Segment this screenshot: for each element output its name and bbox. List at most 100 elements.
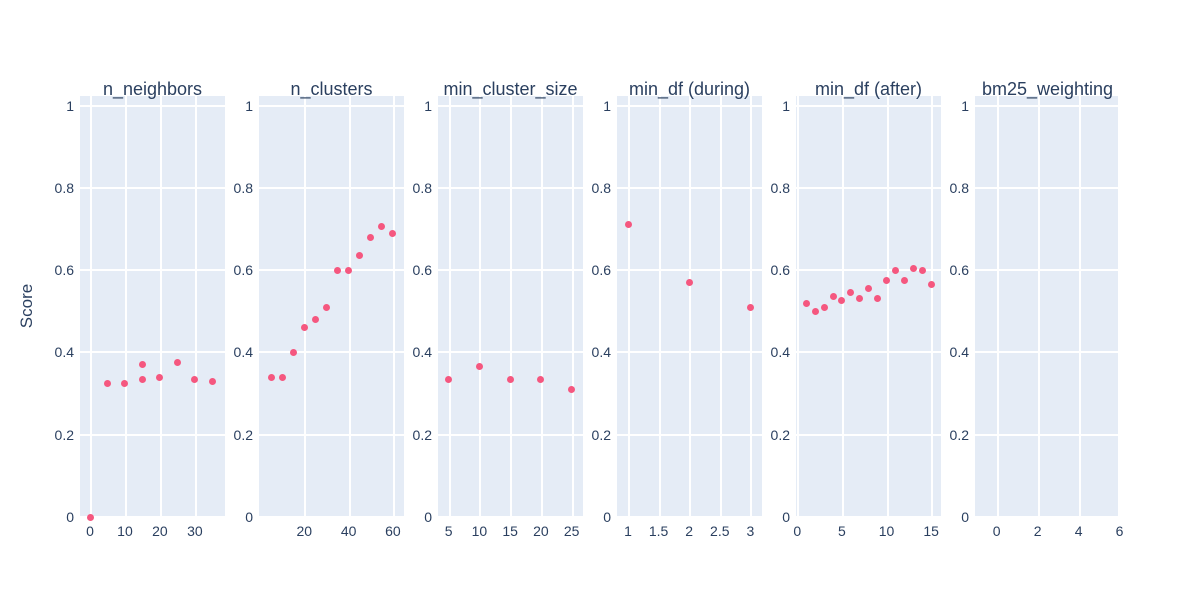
data-point[interactable] [820,303,828,311]
data-point[interactable] [367,233,375,241]
data-point[interactable] [311,315,319,323]
data-point[interactable] [138,361,146,369]
data-point[interactable] [883,276,891,284]
x-tick-label: 0 [793,523,802,539]
data-point[interactable] [746,303,754,311]
x-gridline [658,96,661,517]
x-gridline [628,96,630,517]
y-gridline [796,186,941,189]
y-tick-label: 0.2 [233,426,253,443]
x-tick-label: 20 [152,523,168,539]
y-tick-label: 0.4 [770,344,790,361]
data-point[interactable] [156,373,164,381]
x-gridline [448,96,451,517]
x-tick-label: 20 [533,523,549,539]
x-gridline [348,96,351,517]
y-tick-label: 0 [961,509,969,525]
data-point[interactable] [138,375,146,383]
data-point[interactable] [356,252,364,260]
subplot-plot-area-min-df-during-[interactable] [617,96,762,518]
subplot-plot-area-min-df-after-[interactable] [796,96,941,518]
data-point[interactable] [289,348,297,356]
x-gridline [571,96,574,517]
y-gridline [975,516,1120,518]
x-tick-label: 10 [878,523,895,539]
y-gridline [975,269,1120,272]
y-tick-label: 0.4 [949,344,969,361]
data-point[interactable] [445,375,453,383]
data-point[interactable] [927,281,935,288]
y-gridline [796,351,941,354]
x-gridline [719,96,722,517]
x-tick-label: 10 [471,523,488,539]
data-point[interactable] [900,276,908,284]
data-point[interactable] [86,513,94,521]
data-point[interactable] [191,375,199,383]
data-point[interactable] [208,377,216,385]
subplot-title: min_df (after) [814,79,923,99]
x-tick-label: 15 [502,523,518,539]
data-point[interactable] [389,229,397,237]
data-point[interactable] [334,266,342,274]
x-gridline [194,96,197,517]
y-gridline [796,433,941,436]
y-tick-label: 0.6 [591,262,611,279]
y-tick-label: 1 [782,97,790,114]
data-point[interactable] [378,223,386,231]
data-point[interactable] [173,359,181,367]
x-tick-label: 5 [838,523,846,539]
data-point[interactable] [506,375,514,383]
y-gridline [80,269,225,272]
x-gridline [1078,96,1081,517]
data-point[interactable] [891,266,899,274]
y-gridline [80,433,225,436]
subplot-plot-area-n-neighbors[interactable] [80,96,225,518]
x-gridline [1037,96,1040,517]
data-point[interactable] [475,363,483,371]
y-tick-label: 0.4 [54,344,74,361]
y-gridline [80,186,225,189]
y-gridline [259,433,404,436]
data-point[interactable] [865,285,873,293]
y-gridline [80,516,225,518]
data-point[interactable] [322,303,330,311]
y-tick-label: 0.2 [412,426,432,443]
data-point[interactable] [685,278,693,286]
data-point[interactable] [624,221,632,229]
subplot-plot-area-bm25-weighting[interactable] [975,96,1120,518]
x-tick-label: 40 [340,523,357,539]
subplot-plot-area-min-cluster-size[interactable] [438,96,583,518]
x-tick-label: 2.5 [710,523,730,539]
data-point[interactable] [856,295,864,303]
data-point[interactable] [909,264,917,272]
data-point[interactable] [103,379,111,387]
x-tick-label: 3 [746,523,755,539]
data-point[interactable] [537,375,545,383]
x-gridline [996,96,999,517]
subplot-plot-area-n-clusters[interactable] [259,96,404,518]
data-point[interactable] [278,373,286,381]
data-point[interactable] [802,299,810,307]
data-point[interactable] [267,373,275,381]
data-point[interactable] [918,266,926,274]
data-point[interactable] [300,324,308,332]
data-point[interactable] [838,297,846,305]
y-tick-label: 0.8 [412,179,432,196]
y-axis-title: Score [17,283,36,329]
subplot-title: min_cluster_size [443,79,578,99]
data-point[interactable] [811,307,819,315]
x-gridline [510,96,513,517]
data-point[interactable] [874,295,882,303]
y-gridline [259,516,404,518]
y-gridline [975,433,1120,436]
data-point[interactable] [345,266,353,274]
data-point[interactable] [121,379,129,387]
data-point[interactable] [568,385,576,393]
data-point[interactable] [829,293,837,301]
y-tick-label: 0.2 [770,426,790,443]
y-gridline [259,186,404,189]
y-tick-label: 0.6 [233,262,253,279]
y-gridline [796,269,941,272]
y-tick-label: 0.8 [54,179,74,196]
data-point[interactable] [847,289,855,297]
